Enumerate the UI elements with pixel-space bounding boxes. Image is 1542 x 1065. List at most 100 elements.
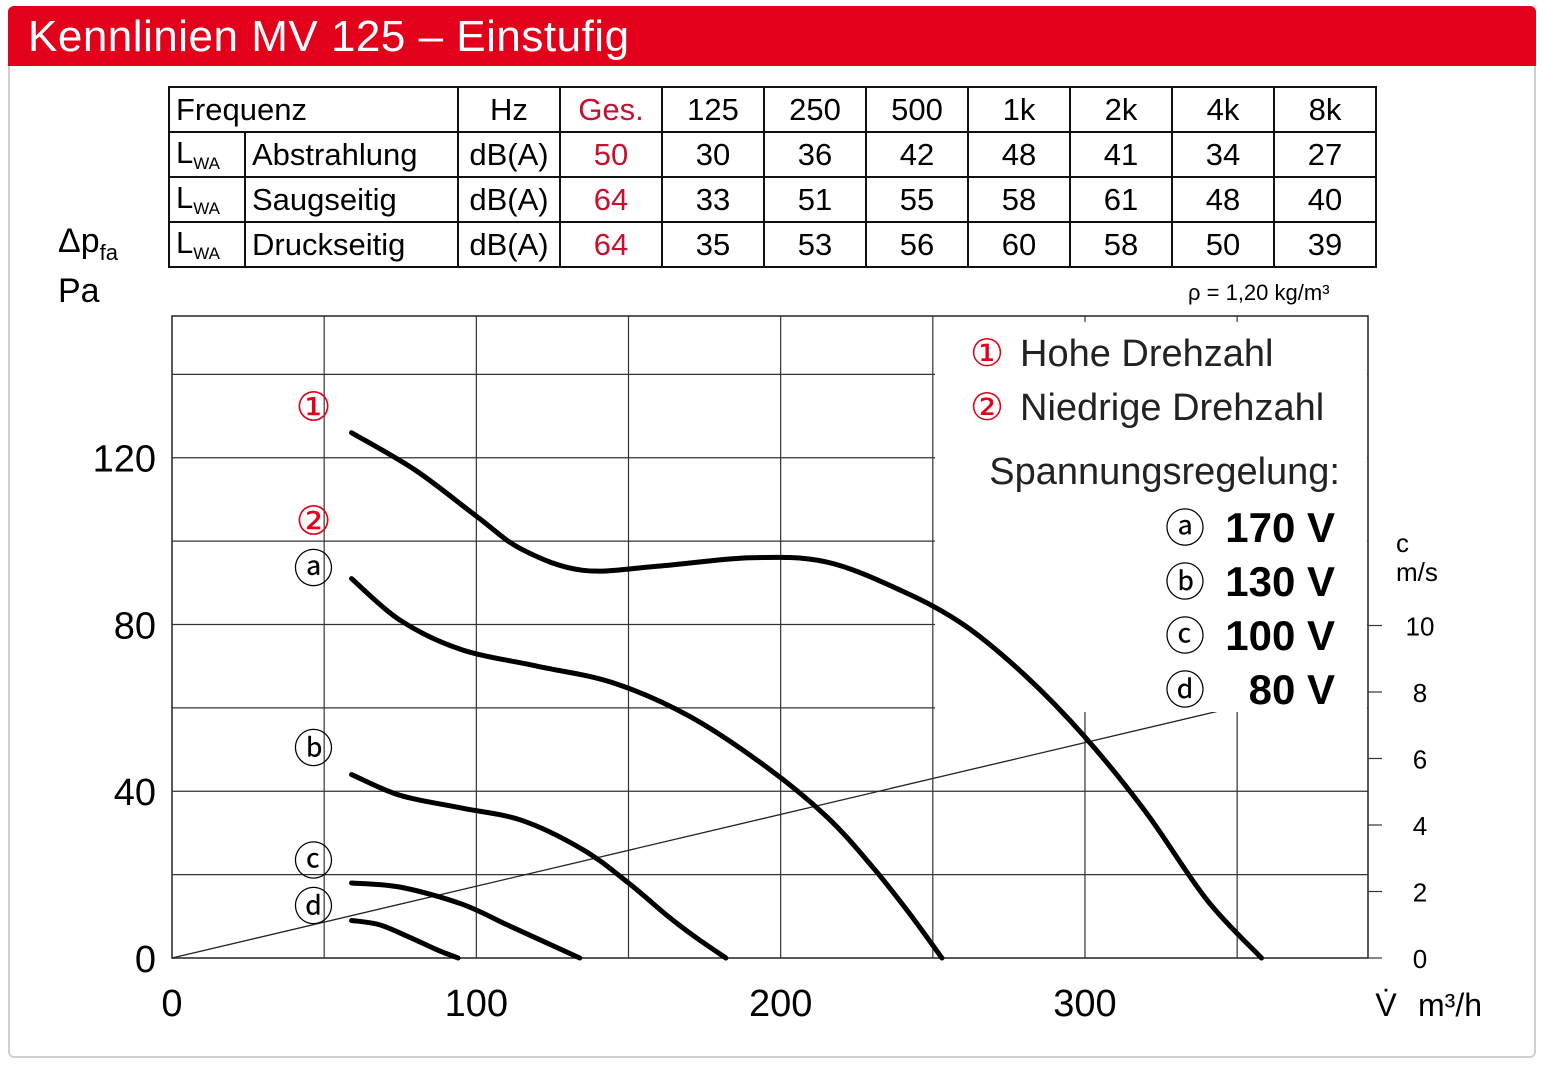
curve-marker-label: ⓐ	[294, 547, 334, 593]
y-tick-label: 0	[135, 939, 156, 981]
sound-power-table: Frequenz Hz Ges. 125 250 500 1k 2k 4k 8k…	[168, 86, 1377, 268]
curve-marker-label: ⓓ	[294, 884, 334, 930]
table-header-cell: 2k	[1069, 86, 1173, 133]
table-cell: 50	[1171, 221, 1275, 268]
y-tick-label: 120	[93, 439, 156, 481]
table-cell: 39	[1273, 221, 1377, 268]
system-characteristic-line	[171, 698, 1268, 959]
table-cell: 53	[763, 221, 867, 268]
curve-marker-label: ②	[296, 499, 332, 545]
x-tick-label: 300	[1053, 983, 1116, 1025]
row-label: Druckseitig	[244, 221, 459, 268]
legend-speed-marker: ②	[970, 385, 1004, 429]
table-header-cell: 8k	[1273, 86, 1377, 133]
curve-marker-label: ①	[296, 385, 332, 431]
table-cell: 27	[1273, 131, 1377, 178]
table-header-cell: Frequenz	[168, 86, 459, 133]
secondary-axis-unit: m/s	[1396, 557, 1438, 587]
secondary-tick-label: 0	[1413, 944, 1427, 974]
legend-speed-label: Hohe Drehzahl	[1020, 333, 1273, 375]
fan-curve-line	[349, 576, 945, 961]
table-header-cell: 500	[865, 86, 969, 133]
legend-voltage-marker: ⓐ	[1165, 506, 1205, 552]
table-cell: 30	[661, 131, 765, 178]
table-cell: 61	[1069, 176, 1173, 223]
table-header-cell: Ges.	[559, 86, 663, 133]
y-axis-unit: Pa	[58, 271, 100, 310]
table-header-cell: 125	[661, 86, 765, 133]
table-header-cell: 250	[763, 86, 867, 133]
fan-curve-line	[349, 917, 461, 961]
x-axis-symbol: V̇	[1375, 987, 1397, 1023]
legend-voltage-marker: ⓓ	[1165, 668, 1205, 714]
row-total: 50	[559, 131, 663, 178]
fan-curve-line	[349, 880, 583, 961]
table-cell: 35	[661, 221, 765, 268]
page-title: Kennlinien MV 125 – Einstufig	[28, 12, 630, 61]
secondary-tick-label: 8	[1413, 678, 1427, 708]
table-cell: 51	[763, 176, 867, 223]
lwa-symbol: LWA	[168, 131, 246, 178]
row-unit: dB(A)	[457, 176, 561, 223]
lwa-symbol: LWA	[168, 176, 246, 223]
legend-voltage-marker: ⓒ	[1165, 614, 1205, 660]
legend-voltage-label: 80 V	[1249, 666, 1335, 713]
x-tick-label: 100	[445, 983, 508, 1025]
row-total: 64	[559, 221, 663, 268]
table-header-cell: 1k	[967, 86, 1071, 133]
legend-voltage-label: 130 V	[1225, 558, 1335, 605]
density-note: ρ = 1,20 kg/m³	[1188, 280, 1330, 305]
x-tick-label: 0	[161, 983, 182, 1025]
table-header-row: Frequenz Hz Ges. 125 250 500 1k 2k 4k 8k	[168, 86, 1377, 133]
row-label: Abstrahlung	[244, 131, 459, 178]
lwa-symbol: LWA	[168, 221, 246, 268]
legend-voltage-label: 170 V	[1225, 504, 1335, 551]
plot-area	[171, 315, 1369, 959]
table-row: LWA Druckseitig dB(A) 64 35 53 56 60 58 …	[168, 221, 1377, 268]
secondary-tick-label: 4	[1413, 811, 1427, 841]
row-unit: dB(A)	[457, 221, 561, 268]
table-row: LWA Abstrahlung dB(A) 50 30 36 42 48 41 …	[168, 131, 1377, 178]
table-cell: 58	[967, 176, 1071, 223]
table-cell: 36	[763, 131, 867, 178]
secondary-tick-label: 10	[1406, 612, 1435, 642]
y-tick-label: 80	[114, 605, 156, 647]
curve-marker-label: ⓒ	[294, 839, 334, 885]
fan-curve-line	[349, 772, 729, 961]
legend-voltage-marker: ⓑ	[1165, 560, 1205, 606]
legend-voltage-label: 100 V	[1225, 612, 1335, 659]
y-axis-subscript: fa	[99, 239, 118, 265]
table-cell: 60	[967, 221, 1071, 268]
table-cell: 48	[967, 131, 1071, 178]
secondary-axis-symbol: c	[1396, 528, 1409, 558]
title-bar: Kennlinien MV 125 – Einstufig	[8, 6, 1536, 66]
curve-marker-label: ⓑ	[294, 727, 334, 773]
table-cell: 58	[1069, 221, 1173, 268]
legend-speed-marker: ①	[970, 331, 1004, 375]
x-axis-unit: m³/h	[1418, 987, 1482, 1023]
table-cell: 55	[865, 176, 969, 223]
legend-speed-label: Niedrige Drehzahl	[1020, 387, 1324, 429]
table-cell: 56	[865, 221, 969, 268]
legend-voltage-title: Spannungsregelung:	[989, 451, 1340, 493]
row-unit: dB(A)	[457, 131, 561, 178]
x-tick-label: 200	[749, 983, 812, 1025]
table-header-cell: 4k	[1171, 86, 1275, 133]
table-header-cell: Hz	[457, 86, 561, 133]
row-total: 64	[559, 176, 663, 223]
row-label: Saugseitig	[244, 176, 459, 223]
table-cell: 40	[1273, 176, 1377, 223]
table-cell: 48	[1171, 176, 1275, 223]
table-cell: 34	[1171, 131, 1275, 178]
legend-box	[935, 322, 1367, 712]
y-axis-symbol: Δp	[58, 222, 100, 260]
table-cell: 33	[661, 176, 765, 223]
table-cell: 42	[865, 131, 969, 178]
secondary-tick-label: 2	[1413, 878, 1427, 908]
fan-curve-line	[349, 430, 1264, 961]
y-axis-label: Δpfa Pa	[58, 222, 118, 310]
table-row: LWA Saugseitig dB(A) 64 33 51 55 58 61 4…	[168, 176, 1377, 223]
table-cell: 41	[1069, 131, 1173, 178]
y-tick-label: 40	[114, 772, 156, 814]
